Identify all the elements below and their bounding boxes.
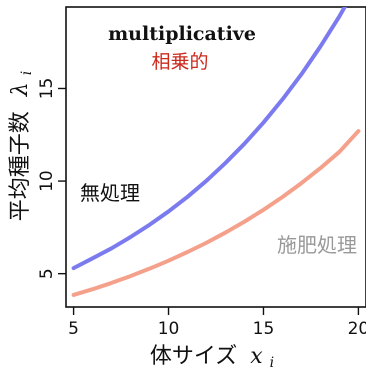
y-axis-label: 平均種子数 λ i bbox=[8, 71, 35, 221]
x-tick-label-5: 5 bbox=[68, 319, 79, 339]
x-tick-label-20: 20 bbox=[348, 319, 366, 339]
series-line-untreated bbox=[71, 7, 347, 271]
series-layer bbox=[71, 7, 361, 297]
annotation-fertilized: 施肥処理 bbox=[277, 233, 357, 257]
y-tick-label-10: 10 bbox=[37, 170, 57, 192]
x-tick-label-15: 15 bbox=[253, 319, 275, 339]
plot-frame bbox=[65, 6, 366, 308]
y-tick-label-5: 5 bbox=[37, 268, 57, 279]
y-axis: 5 10 15 bbox=[37, 78, 66, 279]
x-axis: 5 10 15 20 bbox=[68, 307, 366, 339]
annotation-untreated: 無処理 bbox=[80, 181, 140, 205]
x-tick-label-10: 10 bbox=[158, 319, 180, 339]
annotation-top-title: multiplicative bbox=[108, 23, 256, 45]
annotation-top-subtitle: 相乗的 bbox=[151, 51, 208, 73]
x-axis-label: 体サイズ x i bbox=[150, 344, 274, 370]
series-line-fertilized bbox=[71, 129, 361, 297]
y-tick-label-15: 15 bbox=[37, 78, 57, 100]
